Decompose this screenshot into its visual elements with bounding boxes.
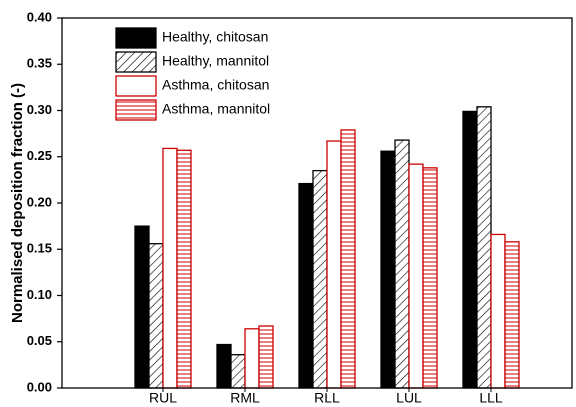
bar — [312, 169, 328, 389]
bar — [504, 241, 520, 389]
y-tick-label: 0.25 — [27, 148, 52, 163]
y-tick-label: 0.05 — [27, 333, 52, 348]
x-tick-label: LLL — [479, 390, 503, 406]
bar — [408, 163, 424, 389]
bar — [258, 325, 274, 389]
y-tick-label: 0.20 — [27, 194, 52, 209]
bar — [162, 147, 178, 389]
bar — [216, 343, 232, 389]
legend-label: Healthy, mannitol — [162, 53, 269, 69]
legend-swatch — [115, 27, 157, 49]
legend-label: Healthy, chitosan — [162, 29, 268, 45]
bar — [134, 225, 150, 389]
y-tick-label: 0.30 — [27, 102, 52, 117]
y-tick-label: 0.10 — [27, 287, 52, 302]
x-tick-label: RML — [230, 390, 260, 406]
bar — [462, 110, 478, 389]
bar — [490, 233, 506, 389]
bar — [298, 182, 314, 389]
y-tick-label: 0.15 — [27, 241, 52, 256]
bar — [394, 139, 410, 389]
bar — [230, 354, 246, 389]
y-tick-label: 0.00 — [27, 379, 52, 394]
x-tick-label: RUL — [149, 390, 177, 406]
y-axis-label: Normalised deposition fraction (-) — [9, 83, 26, 323]
bar — [422, 167, 438, 389]
bar — [380, 150, 396, 389]
y-tick-label: 0.40 — [27, 9, 52, 24]
plot-frame — [61, 17, 573, 389]
x-tick-label: RLL — [314, 390, 340, 406]
bar — [148, 243, 164, 389]
bar — [340, 129, 356, 389]
bar — [476, 106, 492, 389]
bar — [176, 149, 192, 389]
bar — [244, 328, 260, 389]
legend-swatch — [115, 75, 157, 97]
legend-swatch — [115, 51, 157, 73]
x-tick-label: LUL — [396, 390, 422, 406]
y-tick-label: 0.35 — [27, 56, 52, 71]
legend-label: Asthma, mannitol — [162, 101, 270, 117]
legend-swatch — [115, 99, 157, 121]
bar — [326, 140, 342, 389]
legend-label: Asthma, chitosan — [162, 77, 269, 93]
